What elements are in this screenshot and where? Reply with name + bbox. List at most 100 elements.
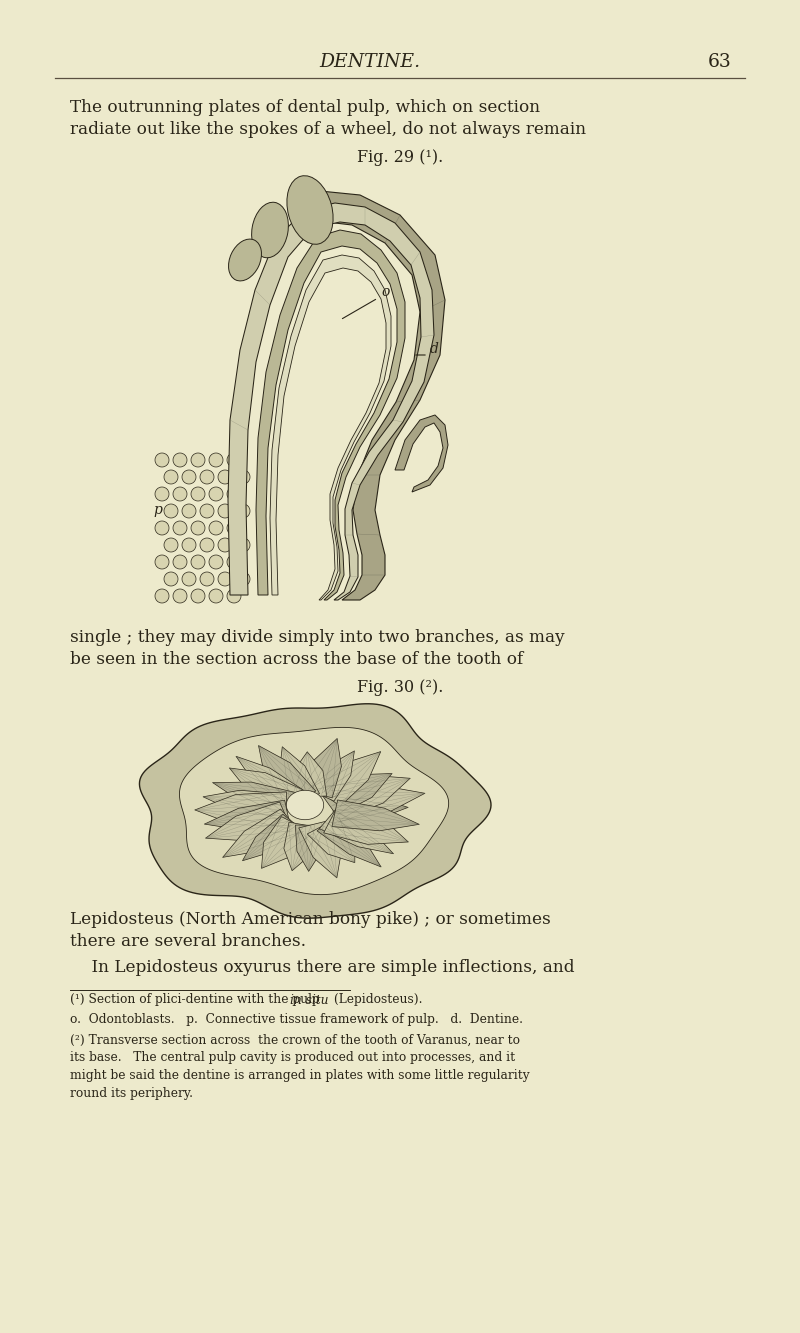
Circle shape	[182, 504, 196, 519]
Circle shape	[164, 539, 178, 552]
Text: (²) Transverse section across  the crown of the tooth of Varanus, near to: (²) Transverse section across the crown …	[70, 1033, 520, 1046]
Polygon shape	[298, 820, 342, 878]
Polygon shape	[179, 728, 449, 894]
Polygon shape	[242, 814, 303, 861]
Polygon shape	[284, 822, 322, 870]
Text: In Lepidosteus oxyurus there are simple inflections, and: In Lepidosteus oxyurus there are simple …	[70, 960, 574, 977]
Circle shape	[236, 572, 250, 587]
Text: be seen in the section across the base of the tooth of: be seen in the section across the base o…	[70, 652, 523, 669]
Circle shape	[155, 555, 169, 569]
Polygon shape	[295, 825, 324, 872]
Circle shape	[155, 453, 169, 467]
Polygon shape	[213, 782, 295, 816]
Circle shape	[218, 572, 232, 587]
Text: Fig. 30 (²).: Fig. 30 (²).	[357, 680, 443, 697]
Circle shape	[182, 471, 196, 484]
Text: o: o	[381, 285, 390, 299]
Ellipse shape	[252, 203, 288, 257]
Circle shape	[218, 539, 232, 552]
Text: round its periphery.: round its periphery.	[70, 1088, 193, 1101]
Circle shape	[227, 589, 241, 603]
Text: (¹) Section of plici-dentine with the pulp: (¹) Section of plici-dentine with the pu…	[70, 993, 324, 1006]
Polygon shape	[230, 768, 302, 813]
Polygon shape	[300, 738, 342, 797]
Circle shape	[200, 539, 214, 552]
Circle shape	[218, 504, 232, 519]
Polygon shape	[279, 746, 319, 801]
Polygon shape	[262, 817, 314, 868]
Polygon shape	[222, 809, 301, 857]
Polygon shape	[139, 704, 491, 918]
Polygon shape	[310, 191, 445, 600]
Circle shape	[209, 487, 223, 501]
Circle shape	[191, 521, 205, 535]
Circle shape	[227, 453, 241, 467]
Circle shape	[182, 572, 196, 587]
Ellipse shape	[287, 176, 333, 244]
Circle shape	[227, 521, 241, 535]
Circle shape	[173, 487, 187, 501]
Ellipse shape	[286, 790, 324, 820]
Polygon shape	[318, 773, 392, 816]
Polygon shape	[317, 816, 381, 866]
Circle shape	[209, 589, 223, 603]
Polygon shape	[205, 800, 290, 830]
Polygon shape	[256, 231, 405, 600]
Text: The outrunning plates of dental pulp, which on section: The outrunning plates of dental pulp, wh…	[70, 100, 540, 116]
Polygon shape	[292, 752, 326, 797]
Polygon shape	[333, 796, 408, 822]
Circle shape	[209, 453, 223, 467]
Polygon shape	[332, 800, 419, 830]
Circle shape	[209, 521, 223, 535]
Polygon shape	[307, 817, 355, 862]
Circle shape	[200, 572, 214, 587]
Circle shape	[155, 521, 169, 535]
Polygon shape	[313, 752, 381, 806]
Text: might be said the dentine is arranged in plates with some little regularity: might be said the dentine is arranged in…	[70, 1069, 530, 1082]
Circle shape	[191, 589, 205, 603]
Circle shape	[155, 589, 169, 603]
Polygon shape	[228, 203, 434, 600]
Polygon shape	[319, 809, 394, 853]
Polygon shape	[258, 745, 316, 806]
Circle shape	[191, 487, 205, 501]
Circle shape	[200, 504, 214, 519]
Circle shape	[218, 471, 232, 484]
Text: Fig. 29 (¹).: Fig. 29 (¹).	[357, 149, 443, 167]
Circle shape	[209, 555, 223, 569]
Circle shape	[164, 471, 178, 484]
Text: DENTINE.: DENTINE.	[319, 53, 421, 71]
Circle shape	[227, 555, 241, 569]
Text: (Lepidosteus).: (Lepidosteus).	[330, 993, 422, 1006]
Circle shape	[173, 589, 187, 603]
Circle shape	[173, 555, 187, 569]
Polygon shape	[195, 792, 286, 828]
Polygon shape	[206, 802, 292, 841]
Ellipse shape	[229, 239, 262, 281]
Polygon shape	[395, 415, 448, 492]
Polygon shape	[308, 750, 354, 801]
Polygon shape	[331, 785, 425, 822]
Text: Lepidosteus (North American bony pike) ; or sometimes: Lepidosteus (North American bony pike) ;…	[70, 912, 550, 929]
Circle shape	[227, 487, 241, 501]
Circle shape	[191, 453, 205, 467]
Circle shape	[236, 539, 250, 552]
Text: single ; they may divide simply into two branches, as may: single ; they may divide simply into two…	[70, 629, 565, 647]
Circle shape	[200, 471, 214, 484]
Polygon shape	[270, 255, 391, 600]
Circle shape	[173, 453, 187, 467]
Polygon shape	[203, 790, 285, 820]
Text: 63: 63	[708, 53, 732, 71]
Text: d: d	[430, 343, 439, 356]
Circle shape	[236, 471, 250, 484]
Polygon shape	[325, 774, 410, 818]
Text: o.  Odontoblasts.   p.  Connective tissue framework of pulp.   d.  Dentine.: o. Odontoblasts. p. Connective tissue fr…	[70, 1013, 523, 1026]
Text: p: p	[154, 503, 162, 517]
Text: radiate out like the spokes of a wheel, do not always remain: radiate out like the spokes of a wheel, …	[70, 121, 586, 139]
Polygon shape	[324, 801, 408, 844]
Text: in situ: in situ	[290, 993, 329, 1006]
Circle shape	[182, 539, 196, 552]
Circle shape	[155, 487, 169, 501]
Circle shape	[164, 572, 178, 587]
Circle shape	[173, 521, 187, 535]
